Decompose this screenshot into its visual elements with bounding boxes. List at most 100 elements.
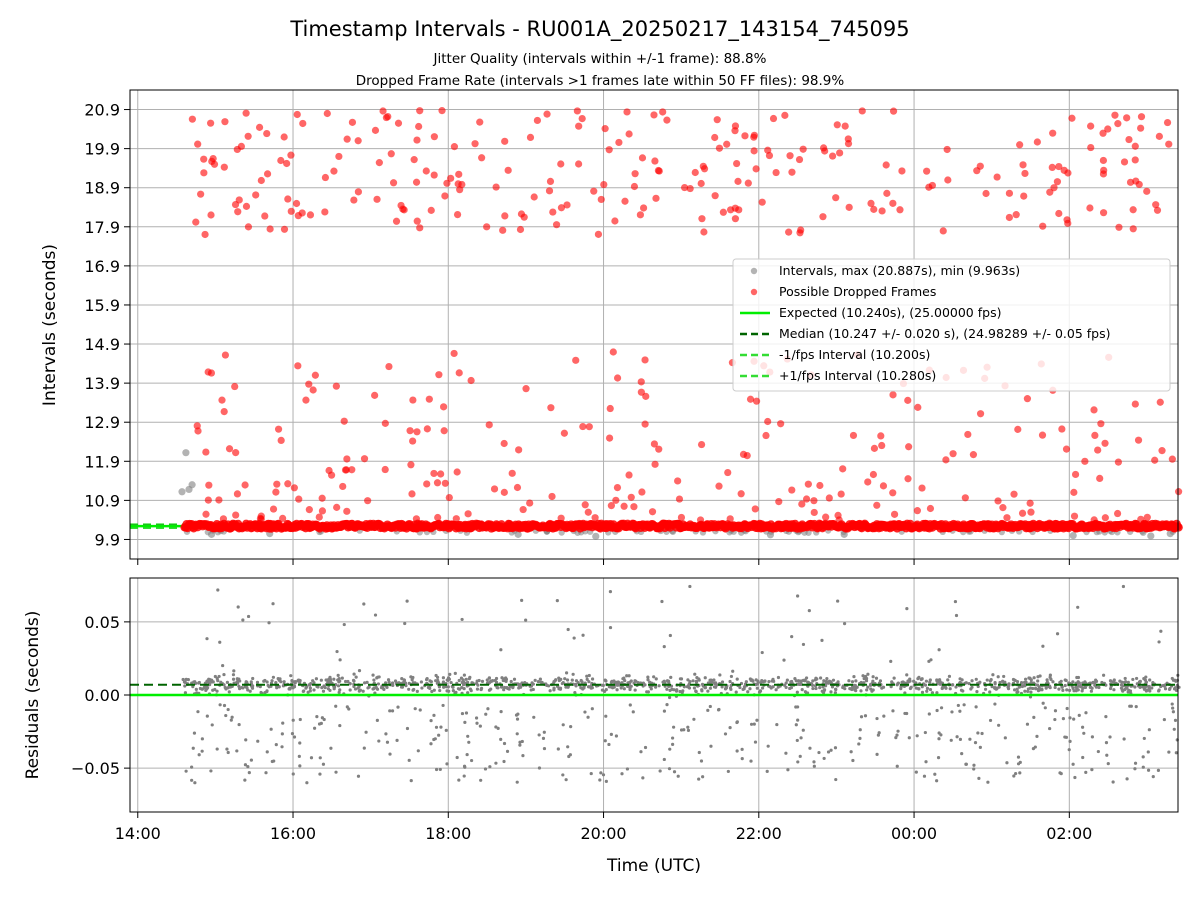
residual-point	[328, 677, 332, 681]
residual-point	[850, 680, 855, 684]
residual-point	[461, 683, 466, 687]
residual-point	[1122, 737, 1126, 741]
dropped-frame-point	[325, 466, 333, 475]
interval-point	[1147, 532, 1155, 540]
residual-point	[678, 677, 683, 681]
residual-point	[892, 676, 896, 680]
dropped-frame-point	[636, 211, 645, 219]
residual-point	[1134, 705, 1138, 709]
residual-point	[735, 749, 739, 753]
dropped-frame-point	[1131, 156, 1139, 164]
dropped-frame-point	[464, 510, 472, 518]
residual-point	[667, 681, 671, 685]
residual-point	[607, 742, 611, 747]
chart-subtitle-jitter: Jitter Quality (intervals within +/-1 fr…	[433, 51, 767, 67]
residual-point	[796, 718, 800, 722]
dropped-frame-point	[526, 499, 534, 507]
residual-point	[1135, 676, 1139, 681]
dropped-frame-point	[923, 167, 931, 175]
x-axis-label: Time (UTC)	[606, 856, 701, 876]
residual-point	[876, 733, 880, 737]
residual-point	[785, 678, 789, 682]
residual-point	[227, 690, 231, 694]
residual-point	[692, 717, 696, 721]
residual-point	[1019, 681, 1024, 685]
residual-point	[537, 733, 541, 737]
dropped-frame-point	[858, 107, 866, 115]
residual-point	[854, 679, 858, 683]
dropped-frame-point	[832, 194, 840, 202]
residual-point	[1151, 774, 1155, 779]
residual-point	[1084, 770, 1088, 774]
residual-point	[692, 686, 696, 690]
dropped-frame-point	[654, 166, 662, 175]
residual-point	[340, 676, 344, 680]
dropped-frame-point	[371, 391, 379, 399]
residual-point	[740, 757, 744, 761]
dropped-frame-point	[458, 180, 466, 189]
residual-point	[587, 680, 591, 684]
residual-point	[362, 746, 366, 750]
residual-point	[256, 739, 260, 743]
residual-point	[573, 690, 577, 695]
dropped-frame-point	[845, 203, 853, 211]
dropped-frame-point	[786, 152, 794, 160]
dropped-frame-point	[836, 149, 844, 157]
residual-point	[864, 676, 869, 681]
residual-point	[557, 687, 561, 691]
residual-point	[222, 672, 226, 677]
dropped-frame-point	[1049, 129, 1057, 137]
residual-point	[670, 736, 675, 740]
dropped-frame-point	[215, 496, 223, 504]
residual-point	[430, 689, 434, 694]
residual-point	[500, 676, 504, 680]
residual-point	[590, 707, 594, 711]
residual-point	[271, 602, 275, 606]
residual-point	[1026, 687, 1030, 691]
residual-point	[457, 778, 461, 782]
residual-point	[997, 723, 1001, 727]
residual-point	[1157, 688, 1161, 692]
residual-point	[454, 690, 458, 694]
residual-point	[668, 695, 672, 700]
residual-point	[236, 605, 240, 609]
dropped-frame-point	[333, 503, 341, 511]
residual-point	[776, 675, 781, 680]
residual-point	[1076, 675, 1081, 680]
dropped-frame-point	[734, 177, 742, 185]
dropped-frame-point	[764, 146, 772, 154]
dropped-frame-point	[533, 116, 542, 125]
residual-point	[1090, 735, 1095, 739]
residual-point	[505, 685, 509, 690]
dropped-frame-point	[192, 218, 200, 226]
residual-point	[1053, 717, 1057, 722]
residual-point	[927, 712, 931, 716]
residual-point	[478, 724, 482, 728]
residual-point	[875, 752, 879, 756]
residual-point	[334, 770, 338, 774]
dropped-frame-point	[816, 481, 824, 490]
residuals-x-ticks: 14:00 16:00 18:00 20:00 22:00 00:00 02:00	[115, 812, 1092, 843]
residual-point	[614, 734, 619, 738]
residual-point	[434, 725, 439, 729]
dropped-frame-point	[1012, 211, 1020, 219]
y-tick-label: −0.05	[71, 759, 120, 778]
residual-point	[453, 671, 457, 675]
residual-point	[197, 753, 201, 757]
dropped-frame-point	[733, 159, 741, 168]
residual-point	[972, 763, 976, 767]
residual-point	[464, 677, 468, 681]
residual-point	[204, 688, 208, 692]
dropped-frame-point	[578, 114, 586, 123]
residual-point	[801, 642, 806, 647]
residual-point	[950, 683, 955, 687]
residual-point	[869, 682, 873, 687]
residual-point	[269, 727, 273, 731]
dropped-frame-point	[1058, 425, 1066, 433]
residual-point	[1145, 688, 1149, 692]
dropped-frame-point	[348, 118, 357, 126]
legend-box	[732, 258, 1171, 392]
residual-point	[271, 675, 275, 679]
dropped-frame-point	[829, 152, 837, 160]
dropped-frame-point	[637, 378, 645, 386]
